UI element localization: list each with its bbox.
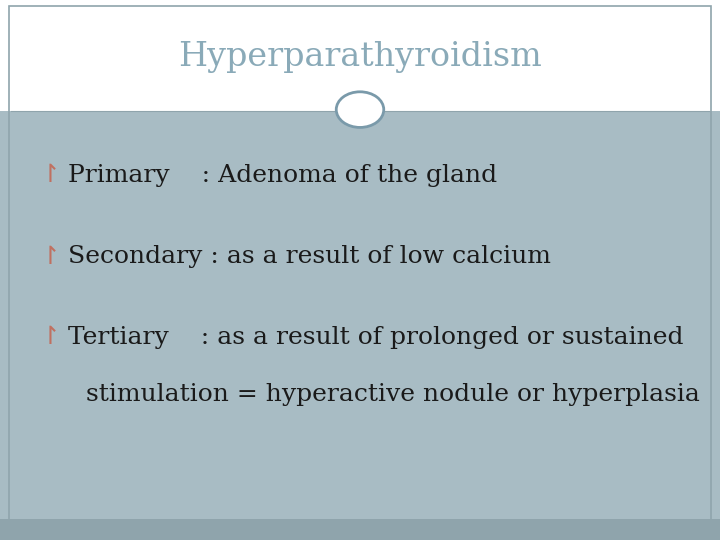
FancyBboxPatch shape xyxy=(0,0,720,111)
Text: stimulation = hyperactive nodule or hyperplasia: stimulation = hyperactive nodule or hype… xyxy=(86,383,701,406)
Text: ↾: ↾ xyxy=(40,326,60,349)
Circle shape xyxy=(336,92,384,127)
FancyBboxPatch shape xyxy=(0,519,720,540)
Text: ↾: ↾ xyxy=(40,245,60,268)
Text: ↾: ↾ xyxy=(40,164,60,187)
Text: Secondary : as a result of low calcium: Secondary : as a result of low calcium xyxy=(68,245,552,268)
Text: Hyperparathyroidism: Hyperparathyroidism xyxy=(178,40,542,73)
Text: Tertiary    : as a result of prolonged or sustained: Tertiary : as a result of prolonged or s… xyxy=(68,326,684,349)
FancyBboxPatch shape xyxy=(0,111,720,540)
Text: Primary    : Adenoma of the gland: Primary : Adenoma of the gland xyxy=(68,164,498,187)
